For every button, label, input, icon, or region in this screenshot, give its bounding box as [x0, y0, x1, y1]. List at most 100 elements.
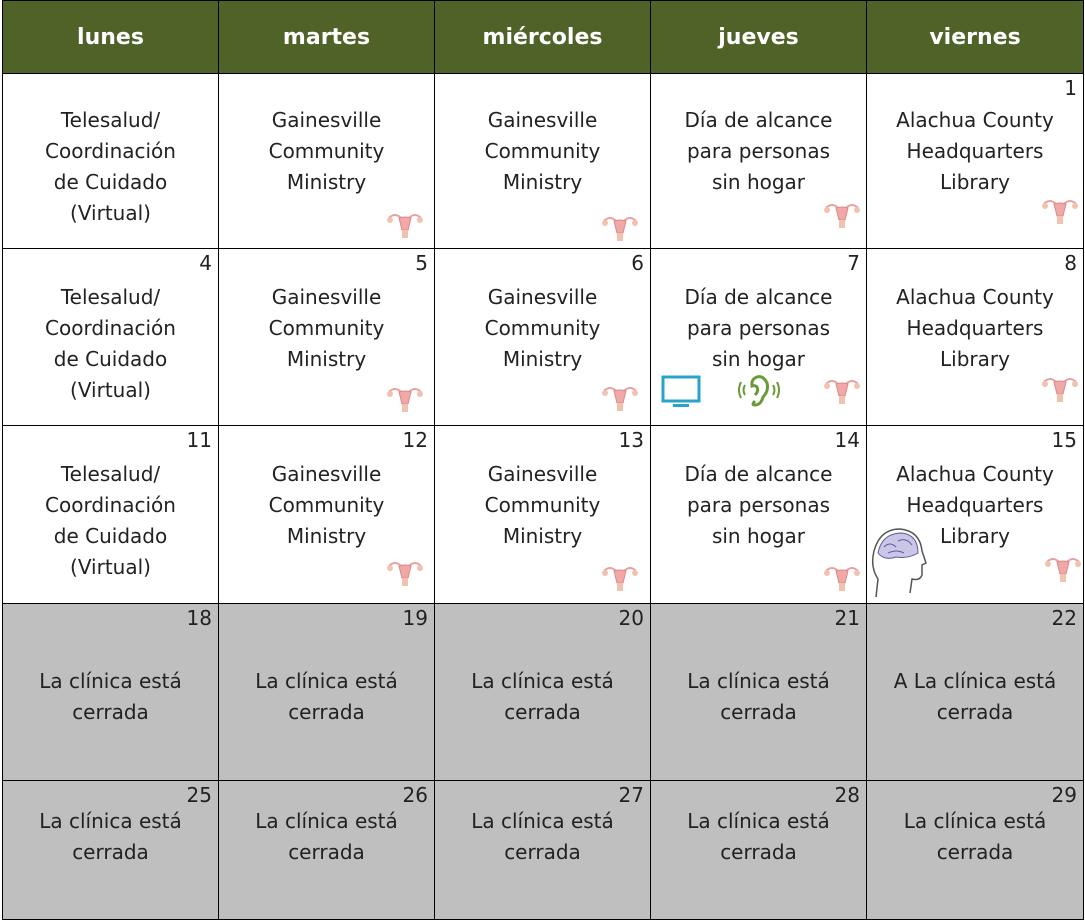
uterus-icon [385, 384, 425, 418]
event-text: Telesalud/ [60, 108, 161, 132]
event-text: de Cuidado [53, 170, 168, 194]
event-text: Headquarters [906, 493, 1044, 517]
day-number: 25 [186, 783, 212, 807]
day-cell: 19 La clínica está cerrada [218, 603, 435, 781]
event-text: Telesalud/ [60, 285, 161, 309]
day-cell: Gainesville Community Ministry [218, 73, 435, 249]
event-text: La clínica está [255, 669, 398, 693]
day-cell: Día de alcance para personas sin hogar [650, 73, 867, 249]
day-number: 11 [186, 428, 212, 452]
event-text: La clínica está [687, 669, 830, 693]
event-text: Community [484, 316, 601, 340]
uterus-icon [822, 376, 862, 410]
event-text: (Virtual) [70, 378, 151, 402]
day-cell: 14 Día de alcance para personas sin hogar [650, 425, 867, 604]
event-text: Día de alcance [684, 108, 833, 132]
event-text: sin hogar [711, 170, 806, 194]
event-text: Coordinación [45, 139, 176, 163]
day-cell: 20 La clínica está cerrada [434, 603, 651, 781]
event-text: para personas [686, 139, 831, 163]
day-cell: 26 La clínica está cerrada [218, 780, 435, 920]
day-number: 14 [834, 428, 860, 452]
day-cell: 8 Alachua County Headquarters Library [866, 248, 1084, 426]
event-text: Ministry [502, 170, 583, 194]
day-number: 15 [1051, 428, 1077, 452]
day-cell: 27 La clínica está cerrada [434, 780, 651, 920]
event-text: Ministry [502, 347, 583, 371]
day-cell: 1 Alachua County Headquarters Library [866, 73, 1084, 249]
event-text: Library [940, 347, 1010, 371]
event-text: Día de alcance [684, 462, 833, 486]
event-text: La clínica está [471, 809, 614, 833]
event-text: Ministry [286, 170, 367, 194]
uterus-icon [600, 563, 640, 597]
event-text: (Virtual) [70, 555, 151, 579]
day-number: 18 [186, 606, 212, 630]
uterus-icon [1040, 374, 1080, 408]
uterus-icon [1043, 554, 1083, 588]
event-text: Community [268, 139, 385, 163]
monitor-icon [660, 374, 704, 414]
event-text: (Virtual) [70, 201, 151, 225]
event-text: cerrada [288, 840, 365, 864]
day-cell: 25 La clínica está cerrada [2, 780, 219, 920]
event-text: Library [940, 170, 1010, 194]
event-text: Gainesville [487, 285, 598, 309]
day-cell: 13 Gainesville Community Ministry [434, 425, 651, 604]
event-text: sin hogar [711, 347, 806, 371]
event-text: Gainesville [487, 108, 598, 132]
event-text: Community [484, 493, 601, 517]
day-number: 19 [402, 606, 428, 630]
event-text: Gainesville [271, 108, 382, 132]
head-icon [868, 523, 930, 605]
event-text: Coordinación [45, 493, 176, 517]
event-text: La clínica está [39, 669, 182, 693]
day-number: 5 [415, 251, 428, 275]
event-text: Headquarters [906, 316, 1044, 340]
event-text: Ministry [502, 524, 583, 548]
event-text: cerrada [936, 700, 1014, 724]
day-header: martes [218, 0, 435, 74]
uterus-icon [1040, 196, 1080, 230]
day-cell: 28 La clínica está cerrada [650, 780, 867, 920]
day-cell: 29 La clínica está cerrada [866, 780, 1084, 920]
day-number: 7 [847, 251, 860, 275]
day-number: 8 [1064, 251, 1077, 275]
event-text: cerrada [720, 700, 797, 724]
uterus-icon [385, 210, 425, 244]
event-text: Community [268, 316, 385, 340]
day-header: jueves [650, 0, 867, 74]
uterus-icon [822, 200, 862, 234]
event-text: La clínica está [903, 809, 1047, 833]
event-text: de Cuidado [53, 524, 168, 548]
event-text: cerrada [72, 700, 149, 724]
event-text: para personas [686, 493, 831, 517]
day-cell: Telesalud/Coordinación de Cuidado (Virtual… [2, 73, 219, 249]
event-text: cerrada [936, 840, 1014, 864]
event-text: Community [268, 493, 385, 517]
day-cell: 21 La clínica está cerrada [650, 603, 867, 781]
event-text: La clínica está [687, 809, 830, 833]
uterus-icon [600, 383, 640, 417]
event-text: Gainesville [271, 462, 382, 486]
event-text: Alachua County [896, 108, 1054, 132]
event-text: La clínica está [471, 669, 614, 693]
day-number: 6 [631, 251, 644, 275]
event-text: Ministry [286, 524, 367, 548]
event-text: A La clínica está [893, 669, 1057, 693]
event-text: Coordinación [45, 316, 176, 340]
uterus-icon [600, 213, 640, 247]
day-number: 28 [834, 783, 860, 807]
event-text: La clínica está [255, 809, 398, 833]
day-cell: 6 Gainesville Community Ministry [434, 248, 651, 426]
event-text: Día de alcance [684, 285, 833, 309]
event-text: Alachua County [896, 462, 1054, 486]
event-text: Library [940, 524, 1010, 548]
day-cell: 5 Gainesville Community Ministry [218, 248, 435, 426]
event-text: de Cuidado [53, 347, 168, 371]
day-number: 22 [1051, 606, 1077, 630]
event-text: La clínica está [39, 809, 182, 833]
event-text: cerrada [504, 840, 581, 864]
day-cell: 18 La clínica está cerrada [2, 603, 219, 781]
